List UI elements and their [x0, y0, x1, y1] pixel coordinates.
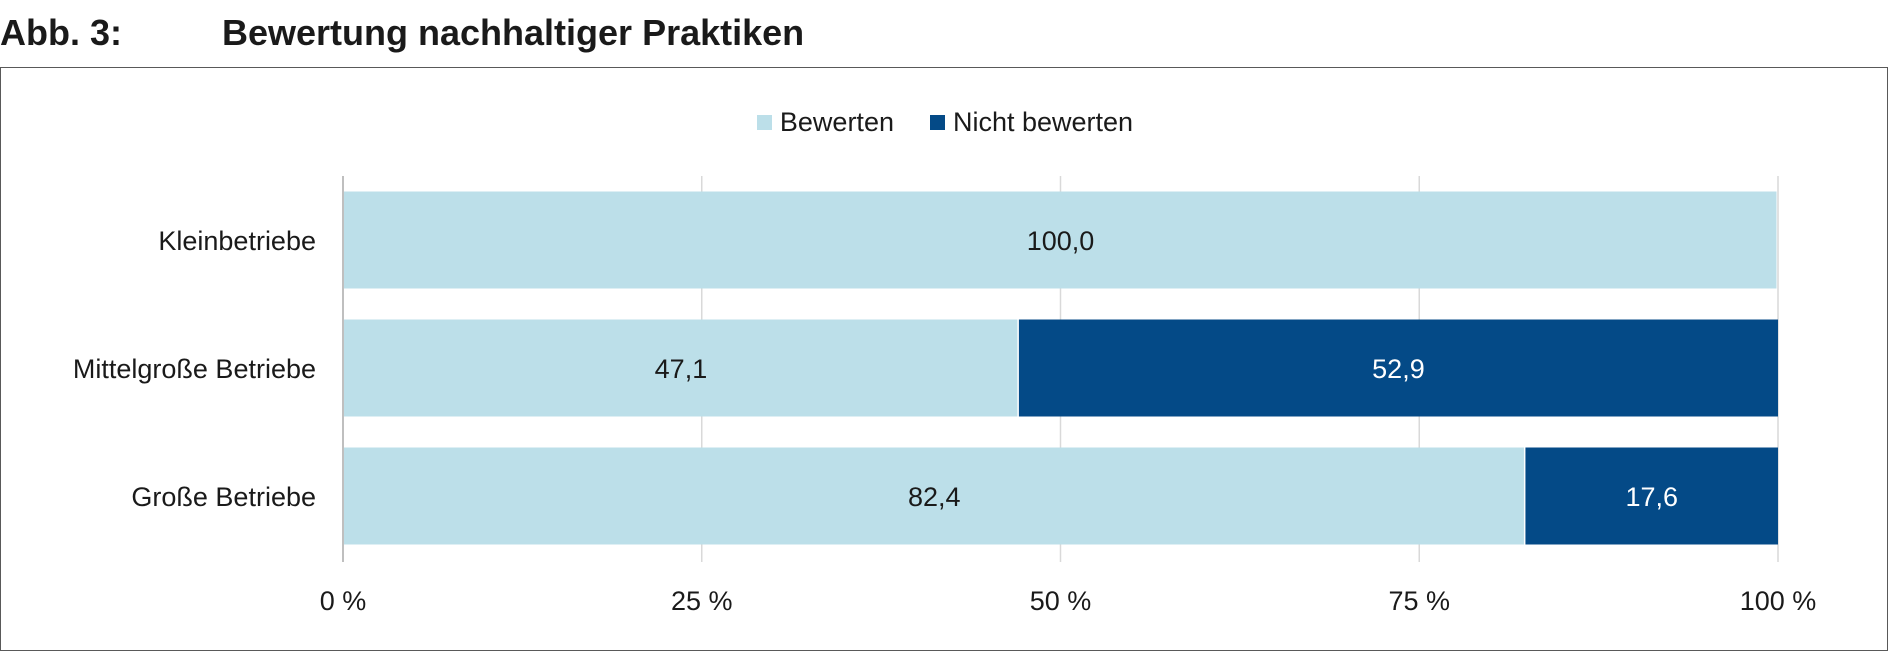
bar-0-0 — [343, 191, 1777, 289]
legend-swatch-bewerten — [756, 114, 772, 130]
data-label-0-2: 82,4 — [908, 482, 961, 512]
x-tick-label-2: 50 % — [1030, 586, 1092, 616]
legend-item-bewerten: Bewerten — [756, 104, 894, 140]
category-label-0: Kleinbetriebe — [158, 226, 316, 256]
category-label-2: Große Betriebe — [131, 482, 316, 512]
figure-title: Abb. 3: Bewertung nachhaltiger Praktiken — [0, 8, 1890, 58]
bar-0-2 — [343, 447, 1524, 545]
data-label-1-2: 17,6 — [1625, 482, 1678, 512]
data-label-0-0: 100,0 — [1027, 226, 1095, 256]
legend-label-nicht-bewerten: Nicht bewerten — [952, 106, 1134, 137]
legend-label-bewerten: Bewerten — [779, 106, 894, 137]
bar-1-1 — [1018, 319, 1778, 417]
category-label-1: Mittelgroße Betriebe — [73, 354, 316, 384]
x-tick-label-3: 75 % — [1388, 586, 1450, 616]
x-tick-label-0: 0 % — [320, 586, 367, 616]
figure-number: Abb. 3: — [0, 12, 122, 53]
legend-swatch-nicht-bewerten — [929, 114, 945, 130]
x-tick-label-1: 25 % — [671, 586, 733, 616]
data-label-0-1: 47,1 — [655, 354, 708, 384]
bar-1-2 — [1525, 447, 1778, 545]
x-tick-label-4: 100 % — [1740, 586, 1817, 616]
bar-0-1 — [343, 319, 1018, 417]
figure-title-text: Bewertung nachhaltiger Praktiken — [222, 12, 805, 53]
chart-frame — [0, 67, 1888, 651]
chart-legend: Bewerten Nicht bewerten — [0, 104, 1890, 140]
data-label-1-1: 52,9 — [1372, 354, 1425, 384]
legend-item-nicht-bewerten: Nicht bewerten — [929, 104, 1134, 140]
